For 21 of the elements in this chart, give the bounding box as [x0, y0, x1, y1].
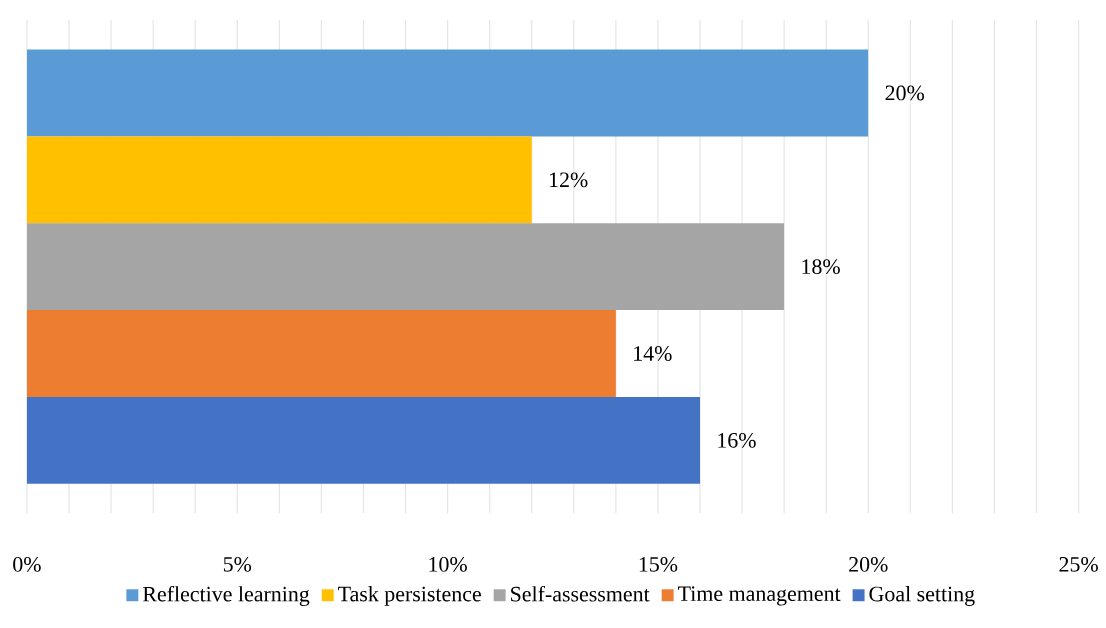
bar	[26, 310, 616, 397]
bar	[26, 136, 532, 224]
legend-label: Reflective learning	[142, 585, 310, 607]
x-tick-label: 10%	[429, 556, 467, 572]
x-tick-label: 25%	[1059, 556, 1098, 572]
x-tick-label: 0%	[13, 556, 41, 572]
bar	[26, 223, 785, 311]
legend-label: Time management	[678, 586, 841, 606]
legend-label: Goal setting	[869, 586, 975, 606]
x-tick-label: 20%	[849, 556, 888, 572]
bar	[26, 396, 700, 484]
legend-label: Self-assessment	[511, 585, 650, 602]
data-label: 12%	[550, 172, 588, 188]
data-label: 14%	[634, 346, 672, 361]
legend-label: Task persistence	[338, 586, 481, 606]
x-tick-label: 15%	[639, 556, 678, 572]
data-label: 18%	[802, 259, 840, 275]
bar	[26, 49, 869, 137]
data-label: 16%	[718, 432, 756, 448]
x-tick-label: 5%	[223, 556, 252, 572]
data-label: 20%	[885, 85, 925, 101]
